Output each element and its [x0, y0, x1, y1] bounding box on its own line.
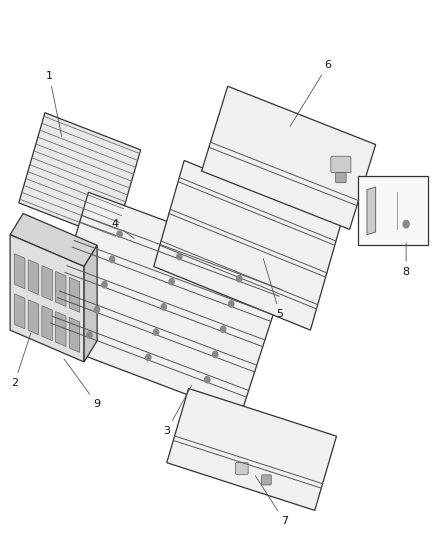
Circle shape	[161, 304, 166, 310]
Circle shape	[205, 376, 210, 383]
Bar	[358, 176, 428, 245]
Polygon shape	[28, 300, 39, 335]
Polygon shape	[56, 311, 66, 346]
Circle shape	[169, 278, 174, 285]
Circle shape	[94, 306, 99, 313]
Polygon shape	[84, 245, 97, 362]
Circle shape	[403, 220, 409, 228]
Circle shape	[153, 329, 159, 335]
Text: 6: 6	[290, 60, 331, 126]
Polygon shape	[14, 254, 25, 289]
Polygon shape	[42, 305, 52, 341]
Circle shape	[229, 301, 234, 307]
Polygon shape	[167, 389, 336, 511]
Circle shape	[177, 253, 182, 260]
Text: 7: 7	[255, 475, 288, 526]
Text: 5: 5	[263, 259, 283, 319]
Polygon shape	[154, 160, 341, 330]
Polygon shape	[28, 260, 39, 295]
Text: 2: 2	[11, 333, 31, 388]
Polygon shape	[69, 277, 80, 312]
Polygon shape	[201, 86, 376, 229]
Circle shape	[102, 281, 107, 288]
Polygon shape	[69, 317, 80, 352]
FancyBboxPatch shape	[336, 173, 346, 183]
Text: 4: 4	[111, 219, 134, 238]
Text: 3: 3	[163, 385, 191, 436]
Polygon shape	[14, 294, 25, 329]
Polygon shape	[56, 271, 66, 306]
FancyBboxPatch shape	[261, 475, 271, 485]
Text: 9: 9	[64, 359, 101, 409]
Circle shape	[237, 276, 242, 282]
Text: 1: 1	[46, 70, 62, 136]
Polygon shape	[45, 192, 289, 415]
Circle shape	[110, 256, 115, 263]
Circle shape	[221, 326, 226, 333]
Polygon shape	[367, 187, 376, 235]
Circle shape	[87, 332, 92, 338]
Circle shape	[212, 351, 218, 358]
Circle shape	[117, 231, 122, 237]
FancyBboxPatch shape	[331, 156, 351, 173]
Text: 8: 8	[403, 243, 410, 277]
Polygon shape	[42, 265, 52, 301]
Polygon shape	[10, 235, 84, 362]
Circle shape	[146, 354, 151, 360]
FancyBboxPatch shape	[236, 463, 248, 474]
Polygon shape	[10, 214, 97, 266]
Polygon shape	[19, 113, 141, 240]
